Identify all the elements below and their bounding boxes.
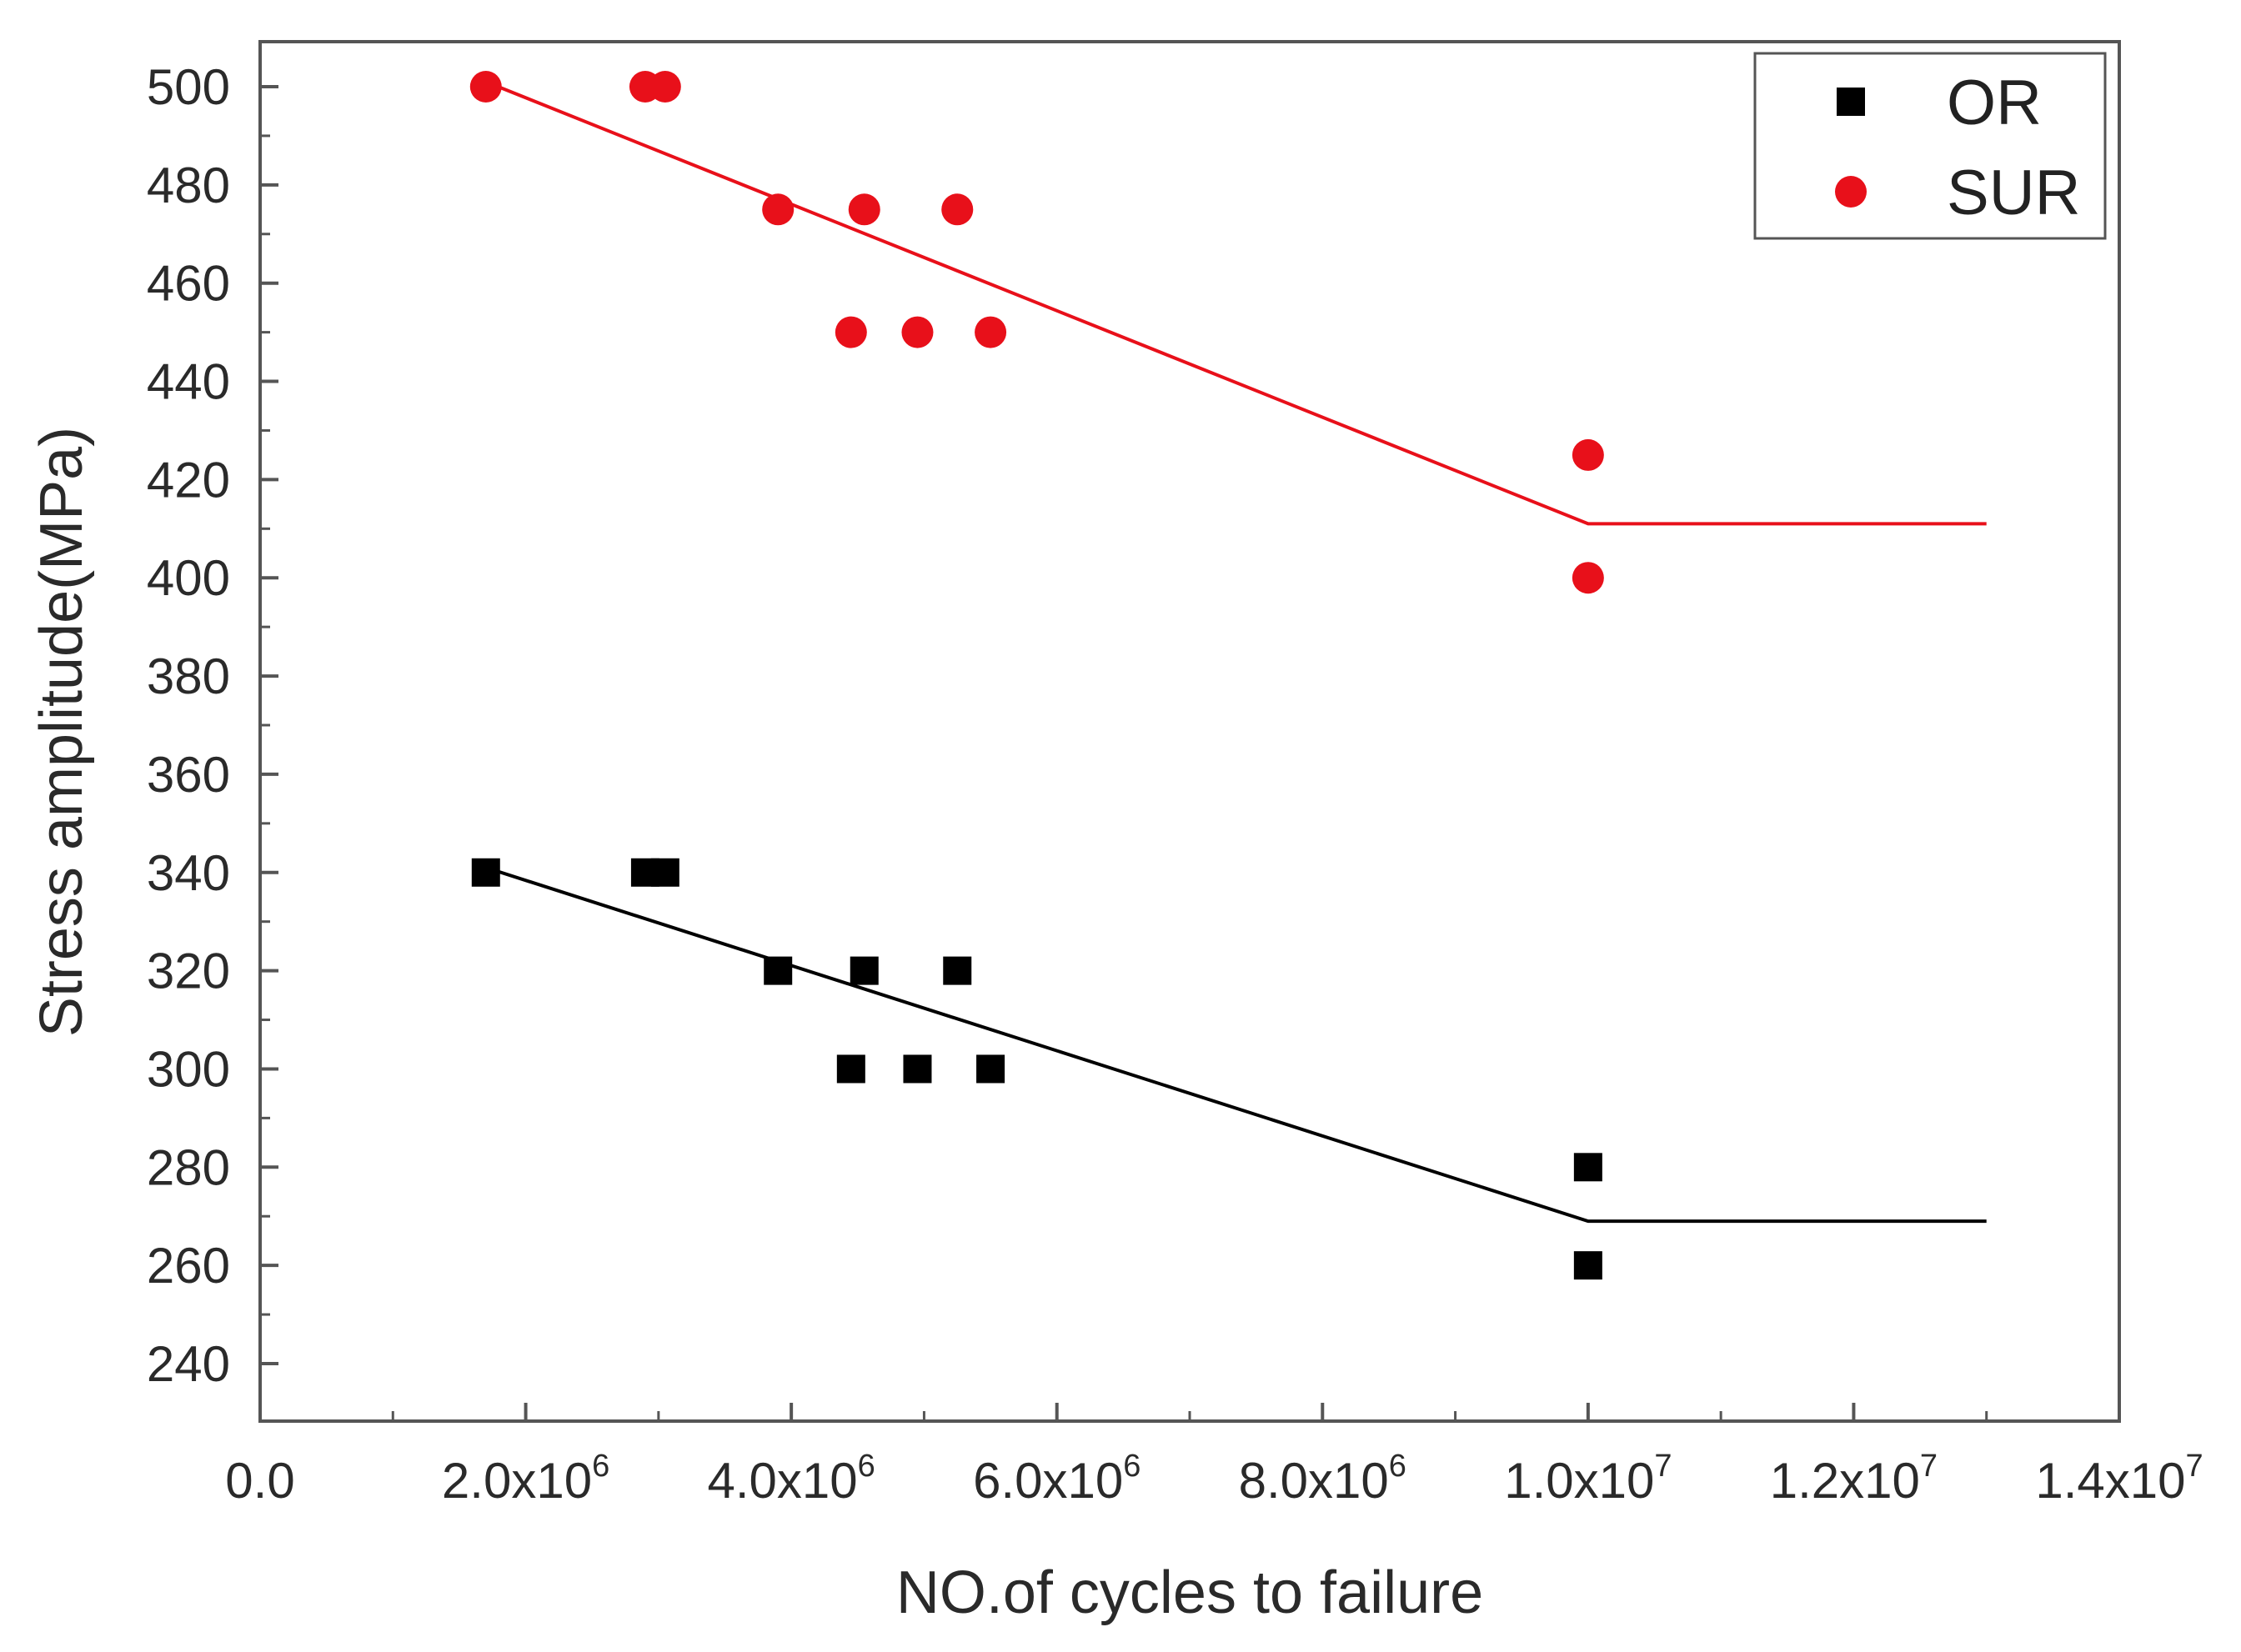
y-tick-label: 420: [147, 452, 230, 508]
legend-marker-or: [1837, 88, 1865, 116]
data-point-or: [850, 956, 879, 985]
x-tick-label: 8.0x106: [1239, 1449, 1406, 1509]
fit-lines: [485, 80, 1987, 1224]
legend-label-or: OR: [1947, 68, 2042, 138]
y-tick-label: 480: [147, 158, 230, 213]
y-tick-label: 460: [147, 256, 230, 312]
y-tick-label: 300: [147, 1041, 230, 1097]
y-tick-label: 280: [147, 1139, 230, 1195]
x-tick-label: 0.0: [225, 1453, 294, 1509]
fit-line-or: [485, 865, 1987, 1224]
y-tick-label: 360: [147, 747, 230, 803]
fit-line-sur: [485, 80, 1987, 526]
data-point-sur: [835, 316, 867, 348]
y-tick-label: 380: [147, 648, 230, 704]
data-point-sur: [649, 71, 681, 103]
y-tick-label: 440: [147, 354, 230, 410]
data-point-sur: [975, 316, 1007, 348]
y-tick-label: 320: [147, 944, 230, 999]
x-tick-label: 2.0x106: [442, 1449, 609, 1509]
x-axis-title: NO.of cycles to failure: [896, 1559, 1483, 1626]
legend-marker-sur: [1835, 176, 1867, 208]
data-point-or: [976, 1054, 1005, 1084]
data-point-or: [1573, 1251, 1602, 1280]
y-axis-title: Stress amplitude(MPa): [28, 427, 95, 1037]
data-point-or: [903, 1054, 932, 1084]
data-point-sur: [941, 193, 974, 226]
legend: OR SUR: [1753, 52, 2107, 240]
data-point-or: [471, 858, 500, 887]
data-point-sur: [1572, 562, 1604, 594]
x-tick-label: 1.4x107: [2035, 1449, 2203, 1509]
data-point-or: [836, 1054, 865, 1084]
x-tick-label: 4.0x106: [707, 1449, 875, 1509]
legend-box: [1753, 52, 2107, 240]
data-point-or: [943, 956, 972, 985]
data-point-or: [764, 956, 793, 985]
y-tick-label: 400: [147, 550, 230, 606]
y-tick-label: 260: [147, 1238, 230, 1294]
y-tick-label: 500: [147, 59, 230, 115]
data-point-or: [650, 858, 679, 887]
x-tick-label: 1.2x107: [1770, 1449, 1938, 1509]
data-point-sur: [901, 316, 934, 348]
y-tick-label: 240: [147, 1336, 230, 1392]
data-point-sur: [848, 193, 880, 226]
x-axis: 0.0 2.0x106 4.0x106 6.0x106 8.0x106 1.0x107 1.…: [225, 1403, 2203, 1509]
x-tick-label: 6.0x106: [973, 1449, 1141, 1509]
data-point-sur: [469, 71, 502, 103]
data-point-or: [1573, 1153, 1602, 1182]
data-point-sur: [762, 193, 795, 226]
data-point-sur: [1572, 438, 1604, 471]
y-tick-label: 340: [147, 845, 230, 901]
legend-label-sur: SUR: [1947, 158, 2080, 228]
y-axis: 500 480 460 440 420 400 380 360 340 320 300 280 260 2…: [147, 59, 278, 1392]
data-markers: [469, 71, 1604, 1280]
x-tick-label: 1.0x107: [1504, 1449, 1672, 1509]
